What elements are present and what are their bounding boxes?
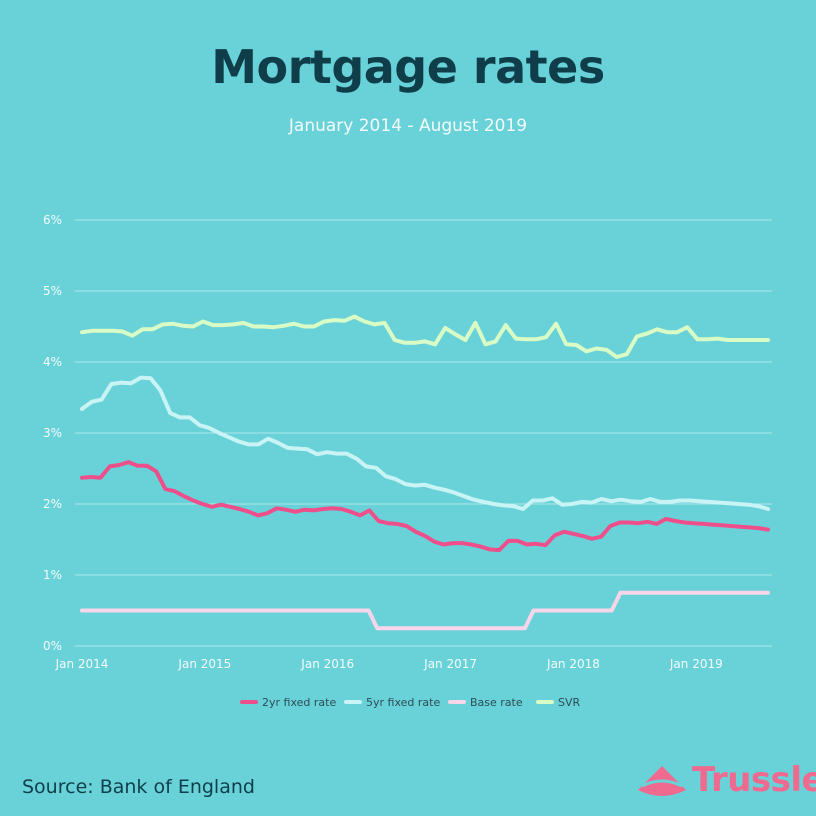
legend-label: 2yr fixed rate — [262, 696, 336, 709]
x-tick-label: Jan 2018 — [546, 657, 600, 671]
series-lines — [80, 314, 770, 631]
series-line-svr — [80, 314, 770, 359]
y-tick-label: 5% — [43, 284, 62, 298]
line-chart: 0%1%2%3%4%5%6% Jan 2014 Jan 2015 Jan 2016 J… — [43, 213, 772, 709]
series-line-2yr-fixed-rate — [80, 460, 770, 553]
x-tick-label: Jan 2014 — [55, 657, 109, 671]
y-tick-label: 1% — [43, 568, 62, 582]
x-axis-ticks: Jan 2014 Jan 2015 Jan 2016 Jan 2017 Jan 2018… — [55, 657, 723, 671]
x-tick-label: Jan 2017 — [423, 657, 477, 671]
y-tick-label: 0% — [43, 639, 62, 653]
chart-subtitle: January 2014 - August 2019 — [288, 116, 528, 136]
legend-label: Base rate — [470, 696, 523, 709]
legend-label: 5yr fixed rate — [366, 696, 440, 709]
source-note: Source: Bank of England — [22, 776, 255, 798]
y-tick-label: 2% — [43, 497, 62, 511]
brand-name: Trussle — [692, 760, 816, 800]
y-tick-label: 6% — [43, 213, 62, 227]
x-tick-label: Jan 2019 — [669, 657, 723, 671]
brand-logo: Trussle — [636, 760, 816, 800]
y-axis-ticks: 0% 1% 2% 3% 4% 5% 6% — [43, 213, 62, 653]
y-tick-label: 3% — [43, 426, 62, 440]
legend-label: SVR — [558, 696, 581, 709]
grid-lines — [75, 219, 772, 647]
trussle-logo-icon — [638, 766, 686, 796]
x-tick-label: Jan 2015 — [177, 657, 231, 671]
legend: 2yr fixed rate 5yr fixed rate Base rate SVR — [240, 696, 581, 709]
series-line-5yr-fixed-rate — [80, 375, 770, 511]
x-tick-label: Jan 2016 — [300, 657, 354, 671]
y-tick-label: 4% — [43, 355, 62, 369]
chart-title: Mortgage rates — [211, 40, 605, 94]
series-line-base-rate — [80, 590, 770, 631]
